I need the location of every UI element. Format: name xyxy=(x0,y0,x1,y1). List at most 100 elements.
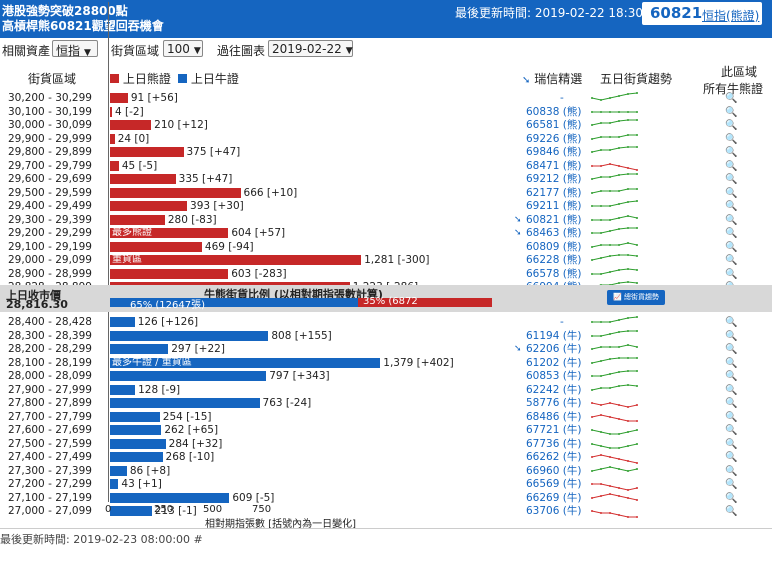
warrant-link[interactable]: 60853 (牛) xyxy=(526,370,582,382)
pick-icon: ➘ xyxy=(514,214,522,225)
search-icon[interactable]: 🔍 xyxy=(725,384,738,396)
trend-chart xyxy=(590,241,642,257)
all-column-header: 此區域 所有牛熊證 xyxy=(703,65,764,96)
search-icon[interactable]: 🔍 xyxy=(725,425,738,436)
warrant-link[interactable]: 66960 (牛) xyxy=(526,464,582,477)
search-icon[interactable]: 🔍 xyxy=(725,492,738,504)
trend-sparkline xyxy=(591,200,638,207)
total-trend-button[interactable]: 📈 總街貨趨勢 xyxy=(607,290,665,305)
code-box[interactable]: 60821 恒指(熊證) xyxy=(642,2,762,25)
search-icon[interactable]: 🔍 xyxy=(725,120,738,131)
search-icon[interactable]: 🔍 xyxy=(725,255,738,266)
warrant-link[interactable]: 69211 (熊) xyxy=(526,200,582,212)
bear-bar xyxy=(110,120,152,130)
zone-range: 28,200 - 28,299 xyxy=(8,343,92,355)
warrant-link[interactable]: 61194 (牛) xyxy=(526,329,582,342)
bull-bar xyxy=(110,425,162,435)
bull-bar xyxy=(110,506,152,516)
bear-row: 29,000 - 29,099 重貨區 1,281 [-300] 66228 (熊) 🔍 xyxy=(0,254,772,267)
search-icon[interactable]: 🔍 xyxy=(725,93,738,104)
search-icon[interactable]: 🔍 xyxy=(725,398,738,409)
zone-range: 29,300 - 29,399 xyxy=(8,213,92,226)
bar-value: 262 [+65] xyxy=(164,424,219,436)
warrant-link[interactable]: 69846 (熊) xyxy=(526,146,582,158)
trend-sparkline xyxy=(591,119,638,126)
search-icon[interactable]: 🔍 xyxy=(725,452,738,463)
zone-range: 29,000 - 29,099 xyxy=(8,254,92,266)
warrant-link[interactable]: 66262 (牛) xyxy=(526,451,582,463)
warrant-link[interactable]: 58776 (牛) xyxy=(526,397,582,409)
search-icon[interactable]: 🔍 xyxy=(725,357,738,369)
search-icon[interactable]: 🔍 xyxy=(725,147,738,158)
past-label: 過往圖表 xyxy=(217,44,266,58)
warrant-link[interactable]: 66228 (熊) xyxy=(526,254,582,266)
zone-range: 29,200 - 29,299 xyxy=(8,227,92,239)
warrant-link[interactable]: 68471 (熊) xyxy=(526,159,582,172)
search-icon[interactable]: 🔍 xyxy=(725,465,738,477)
bull-row: 27,400 - 27,499 268 [-10] 66262 (牛) 🔍 xyxy=(0,451,772,464)
warrant-link[interactable]: 61202 (牛) xyxy=(526,356,582,369)
bull-row: 27,500 - 27,599 284 [+32] 67736 (牛) 🔍 xyxy=(0,438,772,451)
trend-chart xyxy=(590,383,642,400)
warrant-link[interactable]: 68463 (熊) xyxy=(526,227,582,239)
last-updated: 最後更新時間: 2019-02-22 18:30 xyxy=(455,6,643,20)
bar-value: 126 [+126] xyxy=(137,316,199,328)
search-icon[interactable]: 🔍 xyxy=(725,133,738,145)
search-icon[interactable]: 🔍 xyxy=(725,174,738,185)
search-icon[interactable]: 🔍 xyxy=(725,268,738,280)
bull-bar xyxy=(110,438,166,449)
bear-bar xyxy=(110,228,229,238)
search-icon[interactable]: 🔍 xyxy=(725,241,738,253)
ratio-title: 牛熊街貨比例 (以相對期指張數計算) xyxy=(204,288,383,301)
warrant-link[interactable]: 66269 (牛) xyxy=(526,491,582,504)
trend-sparkline xyxy=(591,92,638,101)
zone-tag: 最多牛證 / 重貨區 xyxy=(112,356,192,368)
search-icon[interactable]: 🔍 xyxy=(725,330,738,342)
zone-range: 29,900 - 29,999 xyxy=(8,132,92,145)
pick-icon: ➘ xyxy=(522,75,531,86)
warrant-link[interactable]: 68486 (牛) xyxy=(526,410,582,423)
search-icon[interactable]: 🔍 xyxy=(725,479,738,490)
warrant-link[interactable]: 66578 (熊) xyxy=(526,267,582,280)
search-icon[interactable]: 🔍 xyxy=(725,344,738,355)
warrant-link[interactable]: 69226 (熊) xyxy=(526,132,582,145)
warrant-link[interactable]: 62242 (牛) xyxy=(526,383,582,396)
asset-select[interactable]: 恒指 ▼ xyxy=(52,40,98,58)
search-icon[interactable]: 🔍 xyxy=(725,160,738,172)
warrant-link[interactable]: 66581 (熊) xyxy=(526,119,582,131)
warrant-link[interactable]: 62206 (牛) xyxy=(526,343,582,355)
warrant-link[interactable]: 66569 (牛) xyxy=(526,478,582,490)
warrant-link[interactable]: 62177 (熊) xyxy=(526,186,582,199)
search-icon[interactable]: 🔍 xyxy=(725,228,738,239)
warrant-link[interactable]: 60821 (熊) xyxy=(526,213,582,226)
search-icon[interactable]: 🔍 xyxy=(725,506,738,517)
date-select[interactable]: 2019-02-22 ▼ xyxy=(268,40,353,57)
bear-row: 30,100 - 30,199 4 [-2] 60838 (熊) 🔍 xyxy=(0,106,772,119)
zone-select[interactable]: 100 ▼ xyxy=(163,40,203,57)
trend-chart xyxy=(590,397,642,413)
underlying-link[interactable]: 恒指(熊證) xyxy=(702,9,760,23)
trend-chart xyxy=(590,227,642,243)
bear-row: 29,600 - 29,699 335 [+47] 69212 (熊) 🔍 xyxy=(0,173,772,186)
search-icon[interactable]: 🔍 xyxy=(725,317,738,328)
bull-bar xyxy=(110,411,160,422)
warrant-link[interactable]: 60809 (熊) xyxy=(526,240,582,253)
warrant-link[interactable]: 67736 (牛) xyxy=(526,437,582,450)
warrant-link[interactable]: 60838 (熊) xyxy=(526,105,582,118)
warrant-link[interactable]: 67721 (牛) xyxy=(526,424,582,436)
warrant-link[interactable]: 63706 (牛) xyxy=(526,505,582,517)
search-icon[interactable]: 🔍 xyxy=(725,411,738,423)
bear-row: 29,900 - 29,999 24 [0] 69226 (熊) 🔍 xyxy=(0,133,772,146)
search-icon[interactable]: 🔍 xyxy=(725,187,738,199)
search-icon[interactable]: 🔍 xyxy=(725,371,738,382)
warrant-link[interactable]: 69212 (熊) xyxy=(526,173,582,185)
search-icon[interactable]: 🔍 xyxy=(725,106,738,118)
search-icon[interactable]: 🔍 xyxy=(725,201,738,212)
trend-sparkline xyxy=(591,413,638,422)
search-icon[interactable]: 🔍 xyxy=(725,438,738,450)
search-icon[interactable]: 🔍 xyxy=(725,214,738,226)
bar-value: 763 [-24] xyxy=(262,397,312,409)
bull-bar xyxy=(110,492,230,503)
zone-range: 27,100 - 27,199 xyxy=(8,491,92,504)
trend-chart xyxy=(590,106,642,122)
